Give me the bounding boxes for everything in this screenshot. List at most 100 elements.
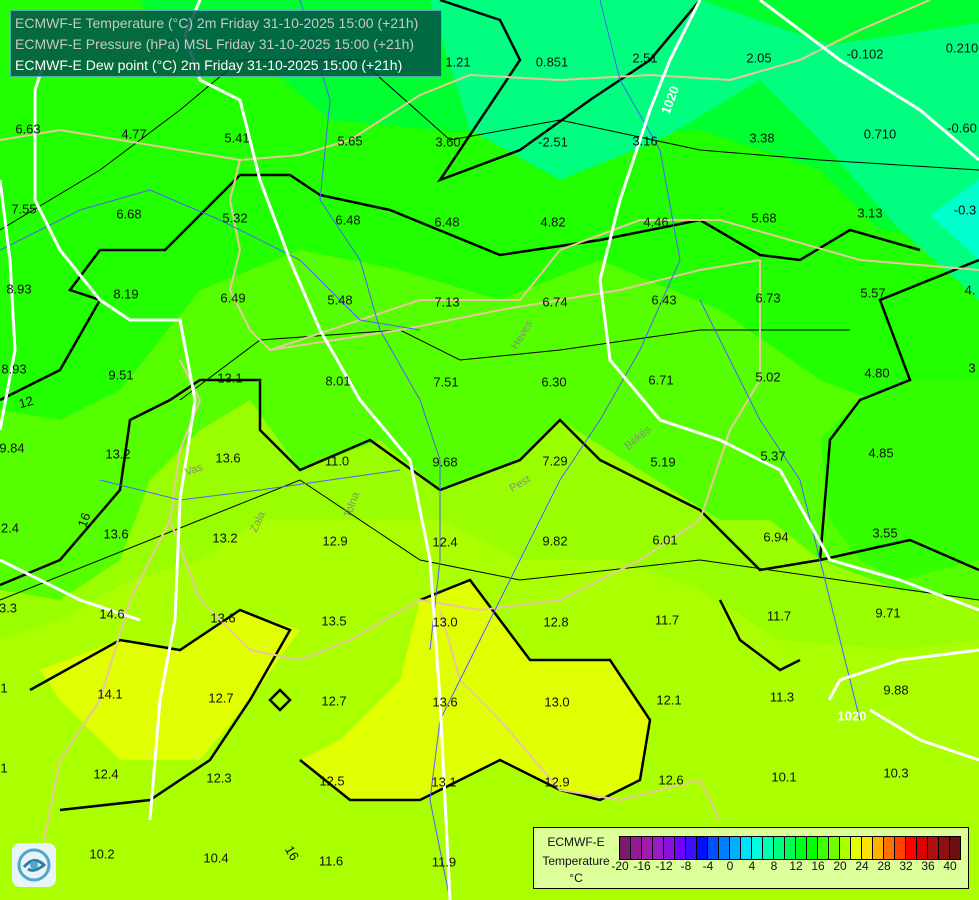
legend-tick-label: 16 [811, 859, 825, 873]
legend-color-bar [619, 836, 961, 860]
dew-point-title: ECMWF-E Dew point (°C) 2m Friday 31-10-2… [15, 57, 403, 73]
dew-point-value: 13.2 [105, 446, 131, 462]
dew-point-value: 13.0 [432, 614, 458, 630]
temperature-band-16-20-center [300, 580, 650, 800]
legend-tick-label: 0 [726, 859, 734, 873]
legend-tick-label: 24 [855, 859, 869, 873]
legend-color-swatch [774, 837, 785, 859]
temperature-band-north-east-green [820, 380, 979, 580]
legend-color-swatch [807, 837, 818, 859]
dew-point-value: 12.7 [321, 693, 347, 709]
legend-color-swatch [928, 837, 939, 859]
legend-tick-label: -8 [680, 859, 692, 873]
dew-point-value: 3.13 [857, 205, 883, 221]
dew-point-value: 5.32 [222, 210, 248, 226]
dew-point-value: 6.68 [116, 206, 142, 222]
dew-point-value: 6.01 [652, 532, 678, 548]
dew-point-value: 9.82 [542, 533, 568, 549]
temperature-band-cold-top [430, 0, 979, 300]
legend-color-swatch [906, 837, 917, 859]
dew-point-value: 5.41 [224, 130, 250, 146]
dew-point-value: 3 [968, 360, 976, 376]
legend-color-swatch [895, 837, 906, 859]
dew-point-value: 3.3 [0, 600, 18, 616]
legend-color-swatch [719, 837, 730, 859]
legend-tick-label: 12 [789, 859, 803, 873]
dew-point-value: -0.102 [846, 46, 884, 62]
legend-color-swatch [862, 837, 873, 859]
dew-point-value: 12.6 [658, 772, 684, 788]
dew-point-value: 12.9 [544, 774, 570, 790]
dew-point-value: 3.38 [749, 130, 775, 146]
dew-point-value: 12.3 [206, 770, 232, 786]
dew-point-value: 8.93 [6, 281, 32, 297]
dew-point-value: 0.851 [535, 54, 569, 70]
legend-title: ECMWF-E [547, 835, 605, 849]
legend-color-swatch [620, 837, 631, 859]
legend-tick-label: 40 [943, 859, 957, 873]
map-title-panel: ECMWF-E Temperature (°C) 2m Friday 31-10… [10, 10, 442, 77]
dew-point-value: 5.48 [327, 292, 353, 308]
dew-point-value: 8.01 [325, 373, 351, 389]
legend-color-swatch [752, 837, 763, 859]
dew-point-value: 0.210 [945, 40, 979, 56]
legend-color-swatch [730, 837, 741, 859]
dew-point-value: 6.43 [651, 292, 677, 308]
dew-point-value: 1 [0, 760, 8, 776]
dew-point-value: 9.51 [108, 367, 134, 383]
legend-color-swatch [664, 837, 675, 859]
dew-point-value: 12.1 [656, 692, 682, 708]
dew-point-value: 11.0 [324, 453, 350, 469]
legend-color-swatch [785, 837, 796, 859]
dew-point-value: 13.1 [431, 774, 457, 790]
dew-point-value: 7.13 [434, 294, 460, 310]
dew-point-value: 6.48 [335, 212, 361, 228]
rivers [0, 0, 861, 900]
dew-point-value: 13.0 [544, 694, 570, 710]
legend-color-swatch [851, 837, 862, 859]
dew-point-value: 5.37 [760, 448, 786, 464]
dew-point-value: 5.02 [755, 369, 781, 385]
dew-point-value: 9.84 [0, 440, 25, 456]
legend-tick-label: 32 [899, 859, 913, 873]
dew-point-value: 12.5 [319, 773, 345, 789]
dew-point-value: 6.73 [755, 290, 781, 306]
dew-point-value: 4.77 [121, 126, 147, 142]
dew-point-value: 12.9 [322, 533, 348, 549]
dew-point-value: 14.1 [97, 686, 123, 702]
dew-point-value: -2.51 [538, 134, 568, 150]
legend-color-swatch [763, 837, 774, 859]
legend-color-swatch [829, 837, 840, 859]
dew-point-value: 10.1 [771, 769, 797, 785]
dew-point-value: 10.3 [883, 765, 909, 781]
legend-color-swatch [939, 837, 950, 859]
legend-color-swatch [675, 837, 686, 859]
dew-point-value: 5.19 [650, 454, 676, 470]
dew-point-value: 13.6 [215, 450, 241, 466]
country-borders [0, 0, 979, 861]
dew-point-value: 10.2 [89, 846, 115, 862]
dew-point-value: 5.65 [337, 133, 363, 149]
legend-color-swatch [642, 837, 653, 859]
legend-tick-label: 8 [770, 859, 778, 873]
pressure-title: ECMWF-E Pressure (hPa) MSL Friday 31-10-… [15, 36, 415, 52]
dew-point-value: 3.16 [632, 133, 658, 149]
dew-point-value: 4. [964, 282, 976, 298]
dew-point-value: 8.19 [113, 286, 139, 302]
dew-point-value: 4.82 [540, 214, 566, 230]
temperature-band-coldest [930, 180, 979, 260]
dew-point-value: 9.68 [432, 454, 458, 470]
dew-point-value: 3.55 [872, 525, 898, 541]
dew-point-value: 6.71 [648, 372, 674, 388]
dew-point-value: 6.49 [220, 290, 246, 306]
temperature-title: ECMWF-E Temperature (°C) 2m Friday 31-10… [15, 15, 419, 31]
legend-color-swatch [818, 837, 829, 859]
legend-color-swatch [796, 837, 807, 859]
legend-tick-label: -4 [702, 859, 714, 873]
dew-point-value: 10.4 [203, 850, 229, 866]
legend-color-swatch [653, 837, 664, 859]
legend-color-swatch [873, 837, 884, 859]
dew-point-value: 9.71 [875, 605, 901, 621]
